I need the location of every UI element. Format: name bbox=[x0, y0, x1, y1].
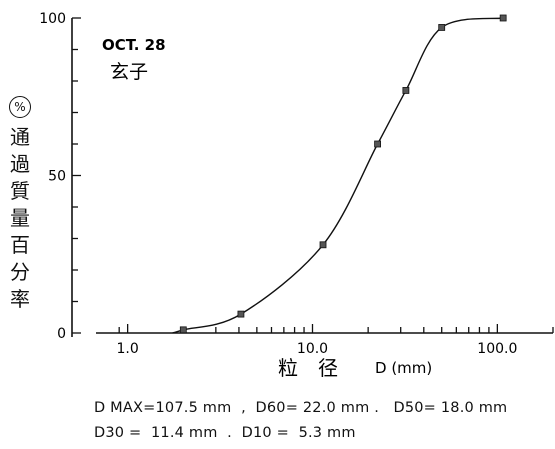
y-axis-label-char: 百 bbox=[10, 233, 30, 257]
x-tick-label: 1.0 bbox=[117, 341, 139, 357]
y-axis-label-char: 量 bbox=[10, 206, 30, 230]
y-axis-label-char: 過 bbox=[10, 152, 30, 176]
y-axis-label-chars: 通過質量百分率 bbox=[10, 124, 30, 313]
x-axis-label: 粒 径 bbox=[278, 356, 338, 380]
y-axis-unit: % bbox=[9, 96, 31, 118]
y-axis-label-char: 分 bbox=[10, 260, 30, 284]
stats-line-2: D30 = 11.4 mm . D10 = 5.3 mm bbox=[94, 425, 356, 441]
y-tick-label: 50 bbox=[48, 169, 66, 185]
y-tick-label: 100 bbox=[39, 11, 66, 27]
stats-line-1: D MAX=107.5 mm , D60= 22.0 mm . D50= 18.… bbox=[94, 400, 508, 416]
ticks bbox=[72, 17, 554, 334]
data-point bbox=[237, 310, 245, 318]
chart-subtitle: 玄子 bbox=[110, 61, 148, 83]
data-point bbox=[319, 241, 327, 249]
data-point bbox=[179, 326, 187, 334]
data-point bbox=[499, 14, 507, 22]
x-tick-label: 100.0 bbox=[477, 341, 517, 357]
y-axis-label-char: 質 bbox=[10, 179, 30, 203]
y-axis-label-char: 率 bbox=[10, 287, 30, 311]
data-point bbox=[438, 24, 446, 31]
y-axis-label-char: 通 bbox=[10, 125, 30, 149]
chart-title: OCT. 28 bbox=[102, 36, 166, 54]
data-point bbox=[374, 140, 382, 148]
data-points bbox=[179, 14, 507, 334]
tick-labels: 1.0 10.0 100.0 0 50 100 bbox=[39, 11, 517, 357]
x-tick-label: 10.0 bbox=[297, 341, 328, 357]
data-point bbox=[402, 87, 410, 94]
y-axis-label: % 通過質量百分率 bbox=[6, 96, 34, 313]
y-tick-label: 0 bbox=[57, 326, 66, 342]
x-axis-unit: D (mm) bbox=[375, 359, 432, 377]
series-line bbox=[172, 17, 504, 334]
axes bbox=[71, 18, 553, 337]
